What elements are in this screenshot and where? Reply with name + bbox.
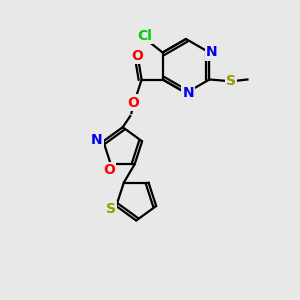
Text: N: N (206, 46, 218, 59)
Text: N: N (183, 86, 194, 100)
Text: S: S (106, 202, 116, 216)
Text: O: O (131, 49, 143, 63)
Text: O: O (127, 96, 139, 110)
Text: O: O (103, 163, 115, 177)
Text: S: S (226, 74, 236, 88)
Text: Cl: Cl (137, 29, 152, 43)
Text: N: N (91, 133, 103, 147)
